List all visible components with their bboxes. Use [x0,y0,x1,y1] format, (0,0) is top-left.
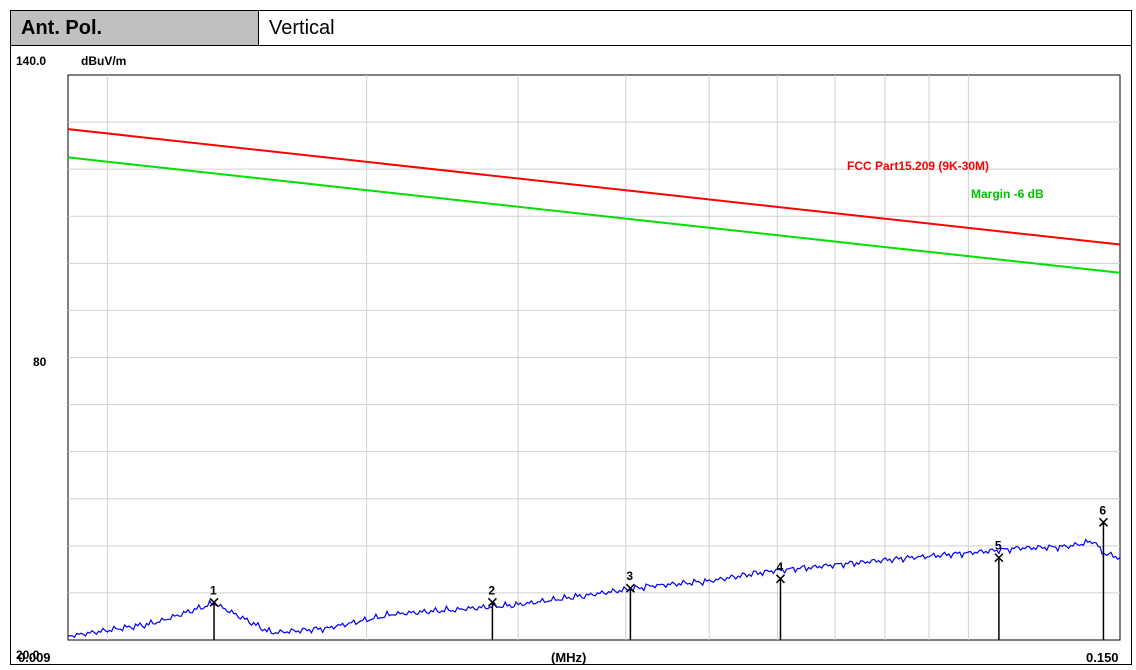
antenna-polarization-value: Vertical [269,16,335,39]
y-axis-unit-label: dBuV/m [81,54,126,68]
series-lines [67,128,1121,639]
marker-x-stroke [625,583,635,593]
limit-line-label: FCC Part15.209 (9K-30M) [847,159,989,173]
x-tick-label-start: 0.009 [18,650,51,665]
marker-x-stroke [487,597,497,607]
x-tick-label-end: 0.150 [1086,650,1119,665]
grid-lines [68,75,1120,640]
info-header-row: Ant. Pol. Vertical [10,10,1132,46]
marker-number-label: 5 [995,539,1002,553]
y-tick-label-top: 140.0 [16,54,46,68]
labels: 140.0 dBuV/m 80 20.0 0.009 (MHz) 0.150 F… [16,54,1119,665]
antenna-polarization-label: Ant. Pol. [11,11,259,45]
limit-line [67,128,1121,246]
y-tick-label-mid: 80 [33,355,47,369]
marker-x-stroke [1098,517,1108,527]
marker-number-label: 1 [210,583,217,597]
measured-trace [67,538,1121,639]
marker-number-label: 6 [1099,503,1106,517]
marker-x-stroke [209,597,219,607]
marker-number-label: 2 [488,583,495,597]
chart-frame: 1 2 3 4 5 6 140.0 dBuV/m 80 20.0 0.009 (MHz) … [10,46,1132,665]
x-axis-unit-label: (MHz) [551,650,586,665]
marker-x-stroke [994,553,1004,563]
y-tick-label-bottom: 20.0 [16,648,40,662]
emission-chart: 1 2 3 4 5 6 140.0 dBuV/m 80 20.0 0.009 (MHz) … [16,54,1121,665]
margin-line-label: Margin -6 dB [971,187,1044,201]
markers: 1 2 3 4 5 6 [209,503,1108,640]
marker-x-stroke [775,574,786,584]
marker-number-label: 4 [776,560,783,574]
margin-line [67,156,1121,274]
marker-number-label: 3 [626,569,633,583]
